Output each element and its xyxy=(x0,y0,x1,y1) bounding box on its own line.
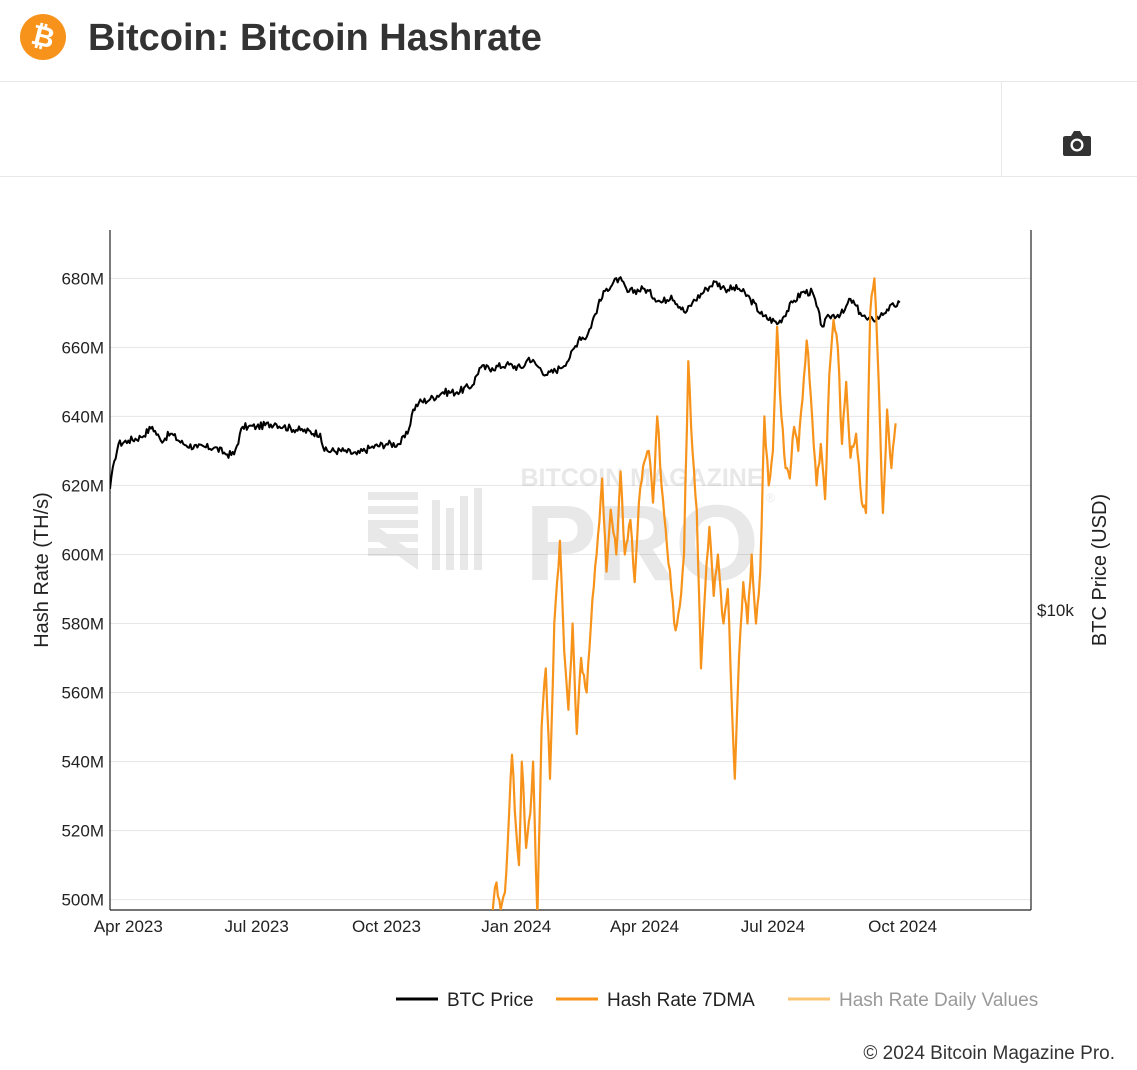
legend-label: Hash Rate 7DMA xyxy=(607,990,755,1011)
series-line-0 xyxy=(110,276,901,490)
copyright-text: © 2024 Bitcoin Magazine Pro. xyxy=(863,1043,1115,1064)
y-tick-label: 620M xyxy=(61,476,104,495)
y2-axis-title: BTC Price (USD) xyxy=(1089,494,1111,646)
camera-icon xyxy=(1063,131,1091,156)
y2-tick-label-10k: $10k xyxy=(1037,601,1074,620)
y-tick-label: 540M xyxy=(61,753,104,772)
legend-item[interactable]: Hash Rate Daily Values xyxy=(788,990,1038,1011)
page-title: Bitcoin: Bitcoin Hashrate xyxy=(88,17,542,59)
x-tick-label: Apr 2024 xyxy=(610,917,679,936)
x-tick-label: Oct 2024 xyxy=(868,917,937,936)
screenshot-button[interactable] xyxy=(1056,126,1096,160)
y-tick-label: 600M xyxy=(61,545,104,564)
y-tick-label: 680M xyxy=(61,269,104,288)
watermark: BITCOIN MAGAZINE PRO ® xyxy=(368,464,775,603)
x-tick-label: Jul 2024 xyxy=(741,917,805,936)
y-axis-title: Hash Rate (TH/s) xyxy=(31,492,53,648)
y-tick-labels: 500M 520M 540M 560M 580M 600M 620M 640M 660M 680M xyxy=(61,269,104,909)
legend: BTC Price Hash Rate 7DMA Hash Rate Daily V… xyxy=(396,990,1038,1011)
legend-item[interactable]: BTC Price xyxy=(396,990,534,1011)
x-tick-label: Jul 2023 xyxy=(225,917,289,936)
series-line-1 xyxy=(491,277,897,910)
y-tick-label: 520M xyxy=(61,822,104,841)
legend-item[interactable]: Hash Rate 7DMA xyxy=(556,990,755,1011)
hashrate-chart: BITCOIN MAGAZINE PRO ® 500M520M540M560M5… xyxy=(31,230,1111,1011)
y-tick-label: 560M xyxy=(61,684,104,703)
series xyxy=(110,276,901,910)
legend-label: BTC Price xyxy=(447,990,534,1011)
x-tick-label: Apr 2023 xyxy=(94,917,163,936)
y-tick-label: 500M xyxy=(61,891,104,910)
x-tick-label: Jan 2024 xyxy=(481,917,551,936)
grid-lines xyxy=(110,277,1031,901)
page-header: ₿ Bitcoin: Bitcoin Hashrate xyxy=(0,0,1137,82)
axes xyxy=(109,230,1032,911)
y-tick-label: 640M xyxy=(61,407,104,426)
bitcoin-logo-icon: ₿ xyxy=(20,14,66,60)
y-tick-label: 580M xyxy=(61,615,104,634)
chart-toolbar xyxy=(0,82,1137,177)
x-tick-labels: Apr 2023 Jul 2023 Oct 2023 Jan 2024 Apr 2024… xyxy=(94,917,937,936)
toolbar-divider xyxy=(1001,82,1002,176)
y-tick-label: 660M xyxy=(61,338,104,357)
x-tick-label: Oct 2023 xyxy=(352,917,421,936)
legend-label: Hash Rate Daily Values xyxy=(839,990,1038,1011)
watermark-registered-mark: ® xyxy=(766,491,775,505)
